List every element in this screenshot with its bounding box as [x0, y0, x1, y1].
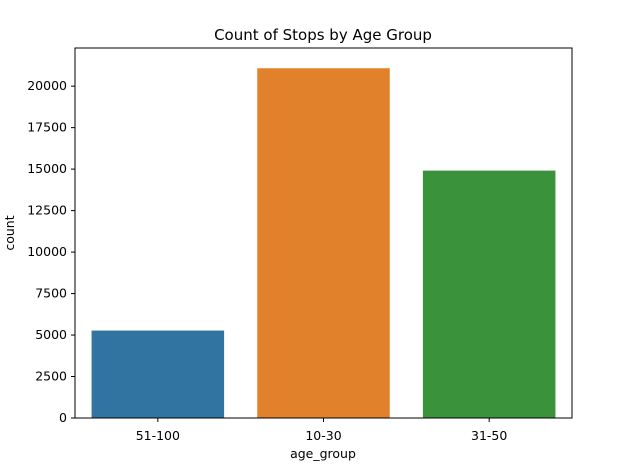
y-tick-label: 12500	[27, 203, 67, 218]
bar-10-30	[257, 68, 390, 418]
bar-31-50	[422, 170, 556, 418]
bars-group	[91, 68, 556, 418]
x-axis: 51-100 10-30 31-50	[136, 418, 507, 443]
x-tick-label: 10-30	[305, 428, 341, 443]
y-tick-label: 17500	[27, 120, 67, 135]
x-tick-label: 51-100	[136, 428, 180, 443]
chart-title: Count of Stops by Age Group	[214, 26, 432, 44]
x-tick-label: 31-50	[471, 428, 507, 443]
y-tick-label: 0	[59, 410, 67, 425]
y-tick-label: 20000	[27, 78, 67, 93]
y-tick-label: 7500	[35, 286, 67, 301]
plot-frame	[74, 47, 573, 419]
x-axis-label: age_group	[290, 446, 356, 461]
y-tick-label: 5000	[35, 327, 67, 342]
y-tick-label: 2500	[35, 369, 67, 384]
y-tick-label: 15000	[27, 161, 67, 176]
bar-51-100	[91, 330, 225, 418]
y-axis-label: count	[2, 215, 17, 250]
y-tick-label: 10000	[27, 244, 67, 259]
y-axis: 0 2500 5000 7500 10000 12500 15000 17500 20000	[27, 78, 75, 425]
